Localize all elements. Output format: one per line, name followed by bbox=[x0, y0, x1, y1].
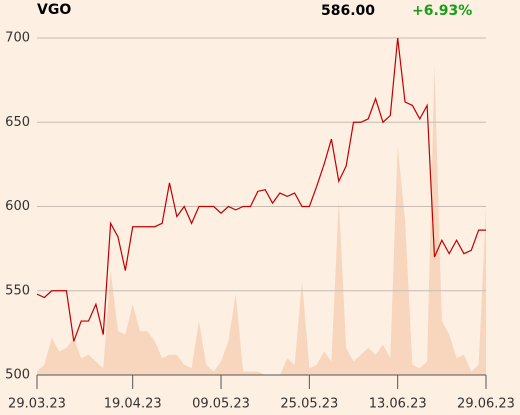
x-tick-label: 19.04.23 bbox=[104, 397, 162, 412]
x-tick-label: 25.05.23 bbox=[280, 397, 338, 412]
price-line bbox=[36, 37, 486, 342]
y-tick-label: 700 bbox=[5, 31, 30, 46]
ticker: VGO bbox=[37, 2, 71, 18]
volume-area bbox=[37, 64, 486, 376]
x-tick-label: 29.03.23 bbox=[8, 397, 66, 412]
y-tick-label: 650 bbox=[5, 115, 30, 130]
y-tick-label: 550 bbox=[5, 283, 30, 298]
change: +6.93% bbox=[412, 3, 472, 19]
y-tick-label: 600 bbox=[5, 199, 30, 214]
x-tick-label: 13.06.23 bbox=[369, 397, 427, 412]
y-tick-label: 500 bbox=[5, 368, 30, 383]
x-tick-label: 09.05.23 bbox=[192, 397, 250, 412]
price: 586.00 bbox=[321, 3, 375, 19]
x-tick-label: 29.06.23 bbox=[457, 397, 515, 412]
